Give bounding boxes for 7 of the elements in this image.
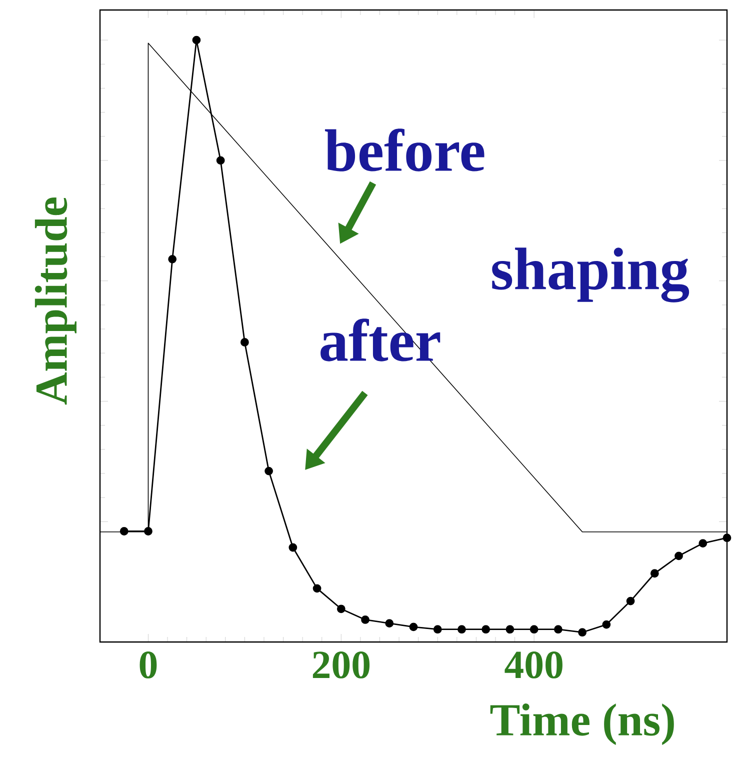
annotation: shaping: [492, 248, 690, 302]
x-tick-label: 200: [312, 652, 370, 678]
x-tick-label: 400: [504, 652, 562, 678]
x-axis-title: Time (ns): [490, 704, 674, 746]
annotation: before: [324, 128, 484, 172]
x-tick-label: 0: [140, 652, 157, 678]
y-axis-title: Amplitude: [34, 198, 76, 405]
